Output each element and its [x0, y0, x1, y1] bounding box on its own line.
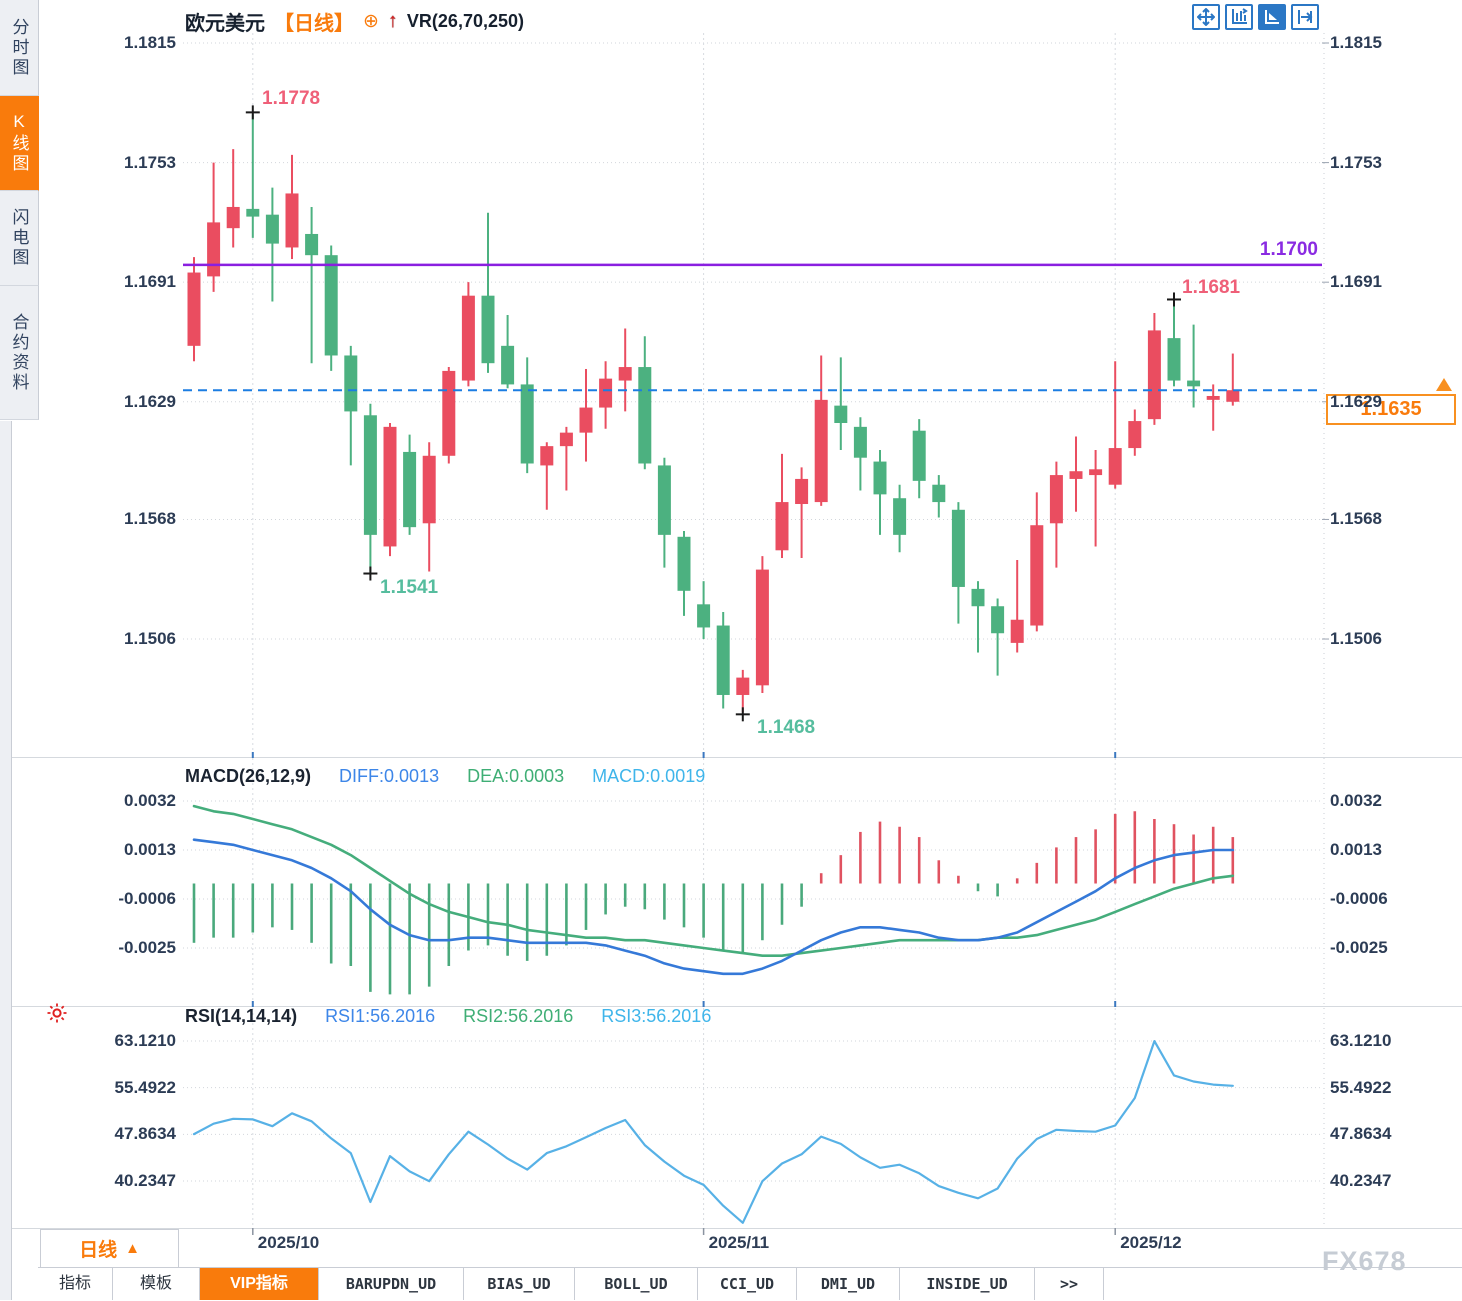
y-axis-label: 40.2347: [1330, 1170, 1392, 1190]
axis-scale-icon[interactable]: [1225, 4, 1253, 30]
y-axis-label: 1.1815: [1330, 33, 1382, 52]
x-axis-label-dec: 2025/12: [1120, 1233, 1182, 1252]
y-axis-label: 47.8634: [114, 1124, 176, 1144]
y-axis-label: 63.1210: [114, 1031, 176, 1050]
y-axis-label: 1.1815: [124, 33, 176, 52]
red-up-arrow-icon: ↑: [387, 10, 398, 32]
y-axis-label: 1.1506: [124, 629, 176, 649]
left-sidebar: 分时图 K线图 闪电图 合约资料: [0, 0, 39, 420]
left-rail: [0, 421, 12, 1300]
tab-templates[interactable]: 模板: [113, 1268, 200, 1300]
sidebar-tab-timeline[interactable]: 分时图: [0, 0, 39, 96]
y-axis-label: -0.0025: [1330, 937, 1388, 957]
y-axis-label: 55.4922: [1330, 1077, 1392, 1097]
tab-vip-indicators[interactable]: VIP指标: [200, 1268, 319, 1300]
timeframe-label: 日线: [79, 1240, 118, 1261]
low-price-label-1: 1.1541: [380, 577, 439, 598]
peak-price-label: 1.1778: [262, 88, 321, 109]
y-axis-label: -0.0006: [118, 888, 176, 908]
y-axis-label: 40.2347: [114, 1170, 176, 1190]
sidebar-tab-label: 闪电图: [9, 208, 29, 268]
tab-boll-ud[interactable]: BOLL_UD: [575, 1268, 698, 1300]
sidebar-tab-kline[interactable]: K线图: [0, 96, 39, 191]
y-axis-label: 47.8634: [1330, 1124, 1392, 1144]
y-axis-label: 1.1629: [1330, 391, 1382, 411]
y-axis-label: 1.1506: [1330, 629, 1382, 649]
sidebar-tab-label: 分时图: [9, 17, 29, 78]
macd-diff-value: DIFF:0.0013: [339, 766, 440, 786]
chart-toolbar: [1192, 4, 1319, 30]
rsi1-value: RSI1:56.2016: [325, 1006, 436, 1026]
y-axis-label: 1.1568: [124, 509, 176, 529]
auto-follow-icon[interactable]: [1258, 4, 1286, 30]
macd-header: MACD(26,12,9) DIFF:0.0013 DEA:0.0003 MAC…: [185, 766, 705, 787]
tab-dmi-ud[interactable]: DMI_UD: [797, 1268, 900, 1300]
macd-dea-value: DEA:0.0003: [467, 766, 565, 786]
indicator-tab-bar: 指标 模板 VIP指标 BARUPDN_UD BIAS_UD BOLL_UD C…: [38, 1267, 1462, 1301]
fx678-watermark: FX678: [1322, 1246, 1407, 1276]
rsi3-value: RSI3:56.2016: [601, 1006, 712, 1026]
macd-macd-value: MACD:0.0019: [592, 766, 706, 786]
y-axis-label: -0.0025: [118, 937, 176, 957]
swing-high-label: 1.1681: [1182, 277, 1241, 298]
low-price-label-2: 1.1468: [757, 717, 816, 738]
sidebar-tab-label: K线图: [9, 112, 29, 174]
y-axis-label: 1.1691: [1330, 272, 1382, 292]
crosshair-pan-icon[interactable]: [1192, 4, 1220, 30]
chevron-up-icon: ▲: [125, 1240, 140, 1257]
rsi-title: RSI(14,14,14): [185, 1006, 298, 1026]
y-axis-label: 1.1753: [124, 152, 176, 172]
y-axis-label: 0.0013: [124, 839, 176, 859]
y-axis-label: 1.1629: [124, 391, 176, 411]
y-axis-label: 63.1210: [1330, 1031, 1392, 1050]
period-tag[interactable]: 【日线】: [274, 13, 354, 35]
price-up-triangle-icon: [1436, 378, 1452, 391]
x-axis-label-nov: 2025/11: [708, 1233, 770, 1252]
sidebar-tab-contract-info[interactable]: 合约资料: [0, 286, 39, 420]
y-axis-label: 55.4922: [114, 1077, 176, 1097]
sidebar-tab-flash[interactable]: 闪电图: [0, 191, 39, 286]
link-circle-plus-icon[interactable]: ⊕: [363, 11, 379, 32]
y-axis-label: 0.0032: [124, 790, 176, 810]
current-price-box: 1.1635: [1326, 394, 1456, 425]
tab-bias-ud[interactable]: BIAS_UD: [464, 1268, 575, 1300]
tab-barupdn-ud[interactable]: BARUPDN_UD: [319, 1268, 464, 1300]
tab-more[interactable]: >>: [1035, 1268, 1104, 1300]
tab-cci-ud[interactable]: CCI_UD: [698, 1268, 797, 1300]
y-axis-label: 1.1691: [124, 272, 176, 292]
timeframe-selector[interactable]: 日线 ▲: [40, 1229, 179, 1268]
y-axis-label: 0.0013: [1330, 839, 1382, 859]
jump-to-latest-icon[interactable]: [1291, 4, 1319, 30]
sun-indicator-icon[interactable]: [46, 1002, 68, 1024]
y-axis-label: 1.1568: [1330, 509, 1382, 529]
rsi-header: RSI(14,14,14) RSI1:56.2016 RSI2:56.2016 …: [185, 1006, 711, 1027]
resistance-line-label: 1.1700: [1259, 239, 1318, 260]
tab-inside-ud[interactable]: INSIDE_UD: [900, 1268, 1035, 1300]
y-axis-label: 0.0032: [1330, 790, 1382, 810]
rsi2-value: RSI2:56.2016: [463, 1006, 574, 1026]
symbol-name: 欧元美元: [185, 13, 265, 35]
chart-title: 欧元美元 【日线】 ⊕ ↑ VR(26,70,250): [185, 7, 524, 36]
sidebar-tab-label: 合约资料: [9, 312, 29, 393]
y-axis-label: -0.0006: [1330, 888, 1388, 908]
y-axis-label: 1.1753: [1330, 152, 1382, 172]
macd-title: MACD(26,12,9): [185, 766, 312, 786]
tab-indicators[interactable]: 指标: [38, 1268, 113, 1300]
vr-indicator-label: VR(26,70,250): [406, 11, 524, 31]
x-axis-label-oct: 2025/10: [257, 1233, 320, 1252]
